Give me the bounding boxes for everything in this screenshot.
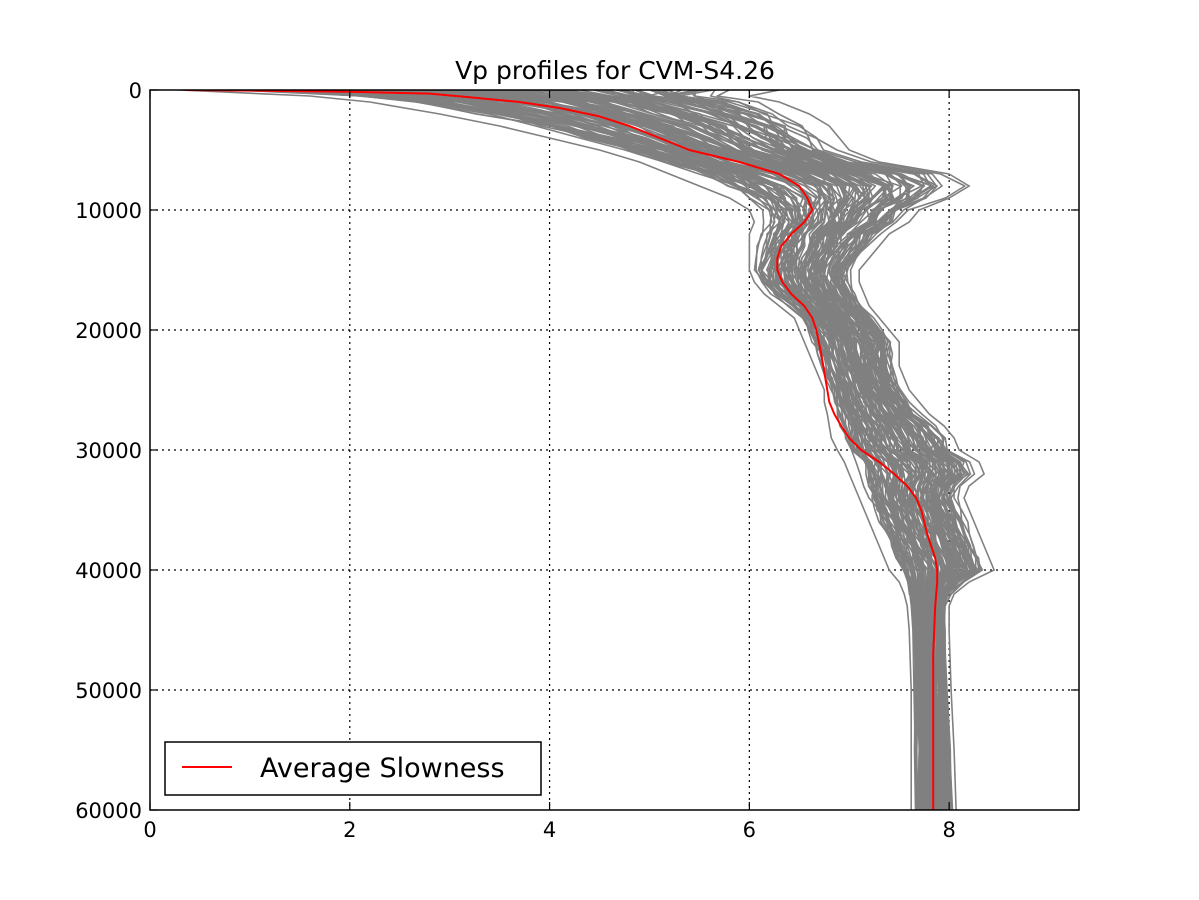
plot-layer: 0 2 4 6 8 0 10000 20000 30000 40000 50000 60000 Aver… xyxy=(75,79,1080,842)
vp-profile-line xyxy=(414,90,934,810)
y-tick-label: 30000 xyxy=(75,439,142,463)
chart-title: Vp profiles for CVM-S4.26 xyxy=(455,56,775,85)
average-series xyxy=(184,90,939,810)
y-tick-label: 10000 xyxy=(75,199,142,223)
axis-ticks: 0 2 4 6 8 0 10000 20000 30000 40000 50000 60000 xyxy=(75,79,1079,842)
profile-lines xyxy=(179,90,996,810)
vp-profile-line xyxy=(415,90,933,810)
vp-profile-line xyxy=(274,90,917,810)
legend: Average Slowness xyxy=(164,741,542,796)
vp-profile-line xyxy=(689,90,977,810)
x-tick-label: 2 xyxy=(343,818,356,842)
vp-profile-line xyxy=(670,90,971,810)
y-tick-label: 50000 xyxy=(75,679,142,703)
vp-profile-envelope xyxy=(179,90,913,810)
x-tick-label: 4 xyxy=(543,818,556,842)
x-tick-label: 8 xyxy=(942,818,955,842)
y-tick-label: 20000 xyxy=(75,319,142,343)
x-tick-label: 6 xyxy=(743,818,756,842)
y-tick-label: 0 xyxy=(129,79,142,103)
average-slowness-line xyxy=(184,90,939,810)
legend-box xyxy=(164,741,542,796)
vp-profile-line xyxy=(709,90,981,810)
legend-label: Average Slowness xyxy=(260,753,505,784)
y-tick-label: 40000 xyxy=(75,559,142,583)
vp-profile-line xyxy=(635,90,976,810)
vp-profile-line xyxy=(388,90,929,810)
vp-profile-line xyxy=(417,90,930,810)
vp-profile-envelope xyxy=(749,90,996,810)
vp-profile-line xyxy=(716,90,984,810)
x-tick-label: 0 xyxy=(143,818,156,842)
y-tick-label: 60000 xyxy=(75,799,142,823)
